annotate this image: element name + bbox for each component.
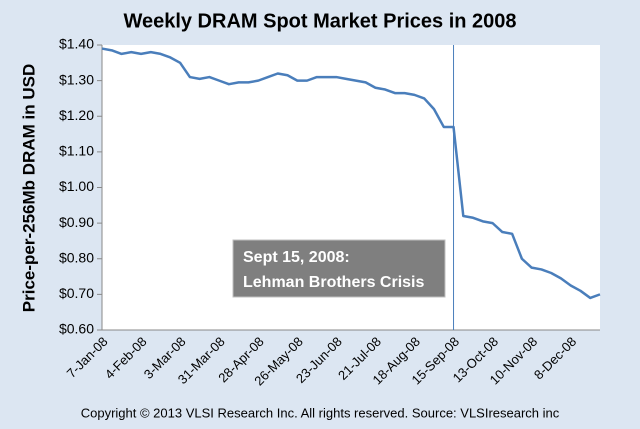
footer: Copyright © 2013 VLSI Research Inc. All … <box>81 405 560 420</box>
annotation-text: Sept 15, 2008: <box>243 249 350 266</box>
y-tick-label: $0.80 <box>59 249 94 265</box>
y-tick-label: $1.20 <box>59 107 94 123</box>
y-axis-label: Price-per-256Mb DRAM in USD <box>19 64 38 312</box>
chart-title: Weekly DRAM Spot Market Prices in 2008 <box>123 10 516 32</box>
y-tick-label: $0.70 <box>59 285 94 301</box>
y-tick-label: $1.00 <box>59 178 94 194</box>
y-tick-label: $1.10 <box>59 143 94 159</box>
y-tick-label: $0.90 <box>59 214 94 230</box>
y-tick-label: $1.40 <box>59 36 94 52</box>
annotation-text: Lehman Brothers Crisis <box>243 274 424 291</box>
y-tick-label: $1.30 <box>59 71 94 87</box>
line <box>101 47 601 300</box>
y-tick-label: $0.60 <box>59 321 94 337</box>
annotation-box <box>232 239 446 298</box>
